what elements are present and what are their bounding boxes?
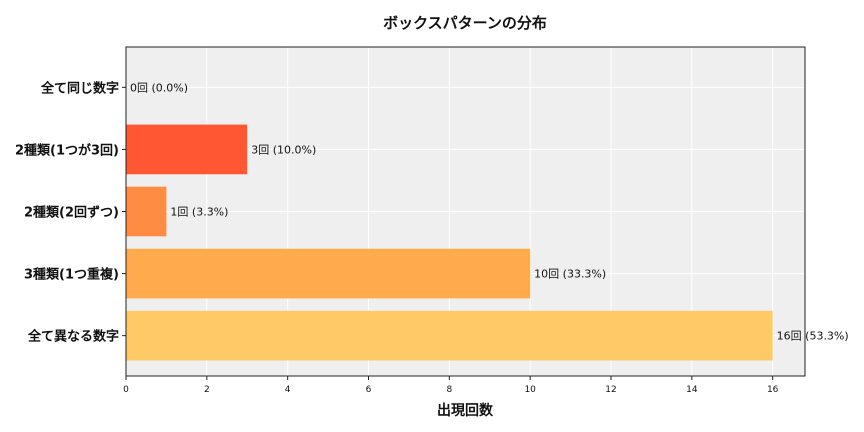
- y-tick-label: 2種類(1つが3回): [15, 142, 119, 158]
- y-tick-label: 3種類(1つ重複): [24, 267, 119, 283]
- chart-title: ボックスパターンの分布: [383, 14, 547, 32]
- data-label: 3回 (10.0%): [251, 143, 316, 156]
- x-tick-label: 10: [524, 385, 536, 395]
- x-tick-label: 4: [285, 385, 291, 395]
- y-tick-label: 2種類(2回ずつ): [24, 205, 119, 221]
- y-axis-labels: 全て同じ数字 2種類(1つが3回) 2種類(2回ずつ) 3種類(1つ重複) 全て異なる数…: [15, 80, 126, 345]
- data-label: 16回 (53.3%): [777, 330, 849, 343]
- y-tick-label: 全て異なる数字: [27, 329, 119, 345]
- bar: [126, 310, 773, 361]
- bar: [126, 124, 248, 175]
- bar: [126, 248, 531, 299]
- x-tick-label: 2: [204, 385, 210, 395]
- x-tick-label: 0: [123, 385, 129, 395]
- bars: [126, 124, 773, 361]
- x-tick-label: 16: [767, 385, 779, 395]
- data-label: 10回 (33.3%): [534, 268, 606, 281]
- data-label: 0回 (0.0%): [130, 81, 188, 94]
- y-tick-label: 全て同じ数字: [40, 80, 119, 96]
- x-axis-label: 出現回数: [437, 402, 494, 419]
- data-labels: 0回 (0.0%) 3回 (10.0%) 1回 (3.3%) 10回 (33.3%) 1…: [130, 81, 849, 342]
- x-axis-ticks: 0 2 4 6 8 10 12 14 16: [123, 376, 779, 395]
- bar: [126, 186, 167, 237]
- x-tick-label: 8: [446, 385, 452, 395]
- x-tick-label: 12: [605, 385, 616, 395]
- data-label: 1回 (3.3%): [170, 206, 228, 219]
- x-tick-label: 14: [686, 385, 698, 395]
- x-tick-label: 6: [366, 385, 372, 395]
